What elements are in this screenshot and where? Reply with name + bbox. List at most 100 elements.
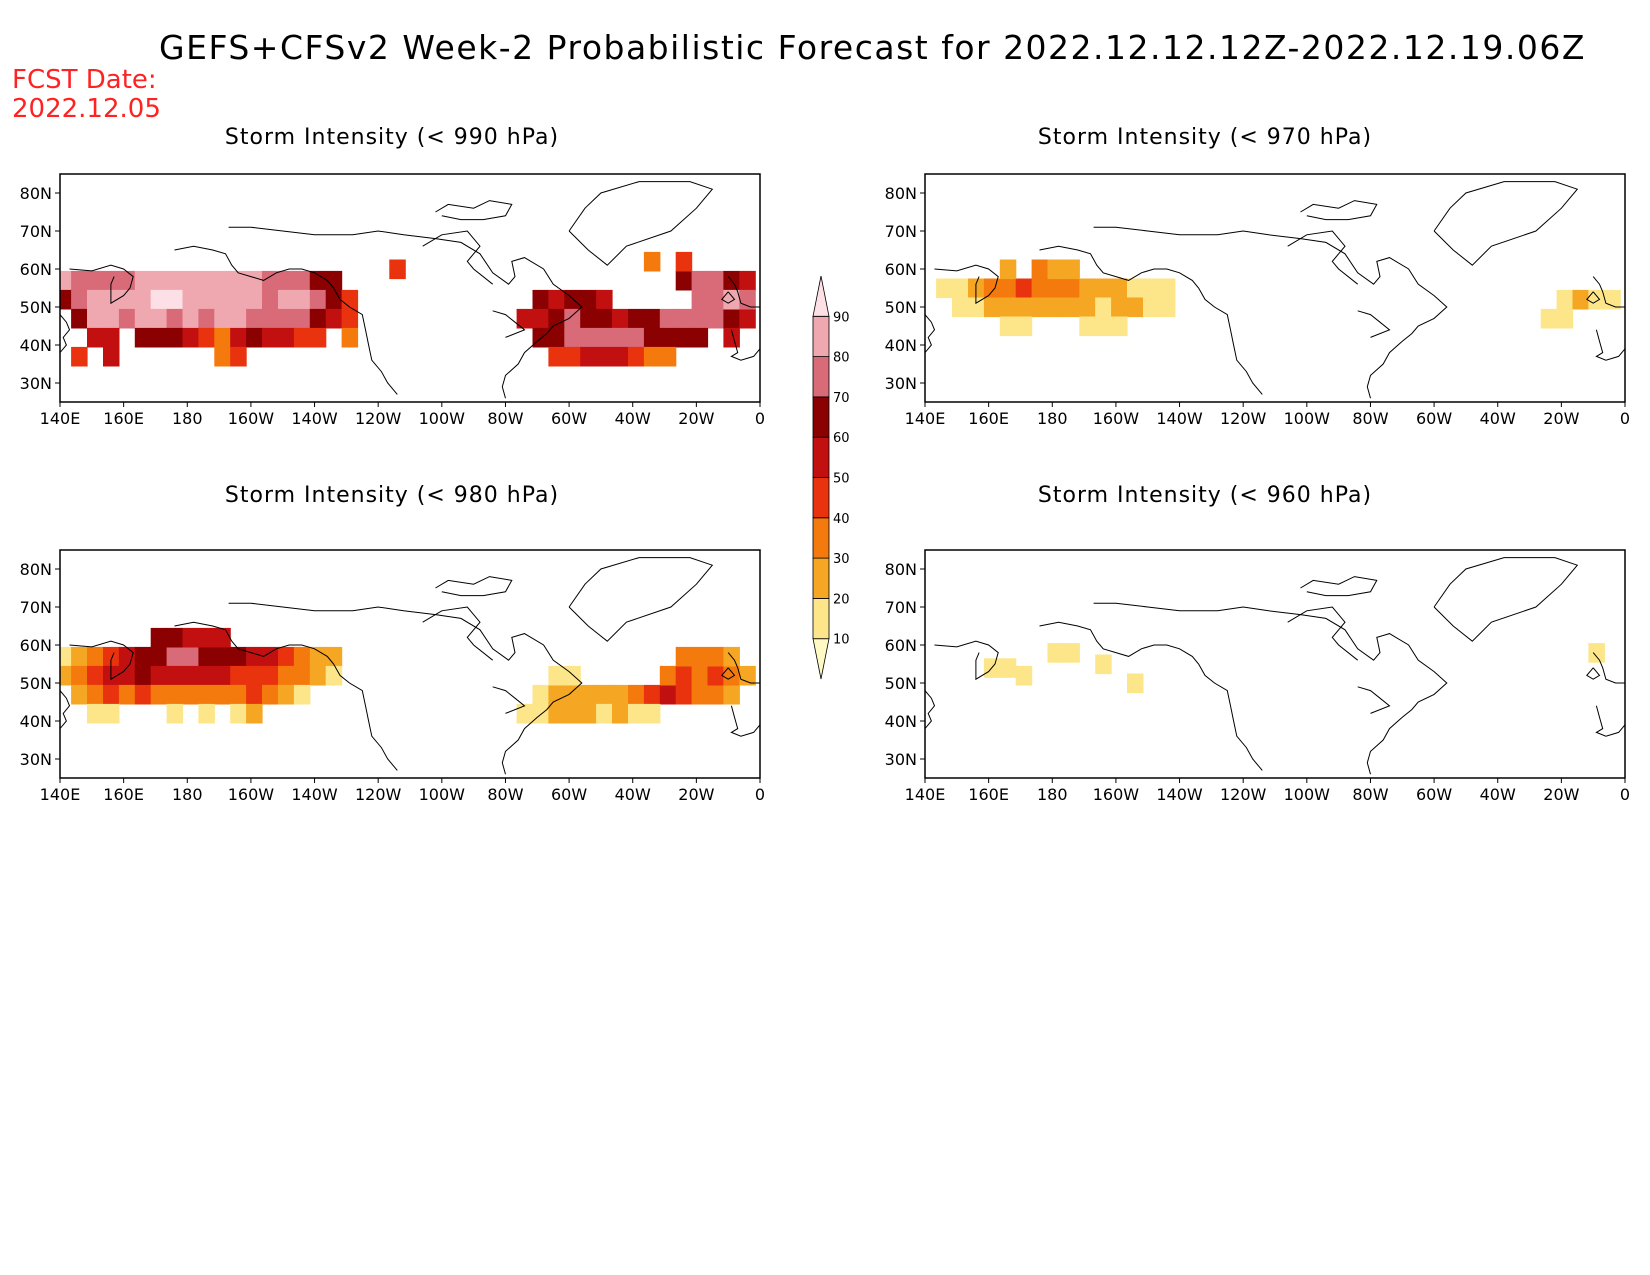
probability-field bbox=[925, 557, 1625, 775]
probability-cell bbox=[659, 665, 677, 686]
probability-cell bbox=[548, 684, 565, 705]
probability-cell bbox=[612, 703, 629, 724]
probability-cell bbox=[628, 327, 645, 348]
probability-field bbox=[60, 181, 760, 399]
coastline bbox=[228, 226, 583, 399]
probability-cell bbox=[1095, 278, 1112, 299]
probability-cell bbox=[278, 665, 295, 686]
probability-cell bbox=[166, 270, 184, 291]
probability-cell bbox=[278, 270, 295, 291]
probability-cell bbox=[293, 327, 311, 348]
probability-cell bbox=[278, 646, 295, 667]
probability-cell bbox=[1588, 289, 1605, 310]
probability-cell bbox=[71, 665, 88, 686]
coastline bbox=[727, 276, 760, 308]
lon-label: 0 bbox=[1620, 409, 1630, 428]
probability-cell bbox=[659, 684, 677, 705]
probability-cell bbox=[293, 270, 311, 291]
probability-cell bbox=[516, 703, 534, 724]
colorbar-swatch bbox=[812, 315, 830, 357]
coastline bbox=[422, 606, 494, 661]
probability-cell bbox=[309, 665, 327, 686]
probability-cell bbox=[1047, 259, 1064, 280]
probability-cell bbox=[182, 327, 199, 348]
probability-cell bbox=[1031, 278, 1049, 299]
probability-cell bbox=[214, 665, 231, 686]
coastline bbox=[721, 291, 736, 304]
probability-cell bbox=[723, 665, 740, 686]
probability-cell bbox=[182, 627, 199, 648]
lon-label: 120W bbox=[355, 785, 402, 804]
probability-cell bbox=[564, 289, 581, 310]
probability-cell bbox=[1063, 297, 1080, 318]
probability-cell bbox=[182, 646, 199, 667]
lon-label: 120W bbox=[355, 409, 402, 428]
probability-cell bbox=[564, 346, 581, 367]
probability-cell bbox=[936, 278, 953, 299]
lon-label: 180 bbox=[172, 409, 203, 428]
lon-label: 160E bbox=[968, 409, 1009, 428]
probability-cell bbox=[293, 308, 311, 329]
panel-title-960: Storm Intensity (< 960 hPa) bbox=[1037, 483, 1373, 508]
lon-label: 100W bbox=[419, 409, 466, 428]
probability-cell bbox=[230, 646, 247, 667]
map-frame bbox=[924, 173, 1626, 403]
probability-cell bbox=[262, 665, 279, 686]
lon-label: 140W bbox=[291, 409, 338, 428]
coastline bbox=[1287, 606, 1359, 661]
probability-cell bbox=[612, 684, 629, 705]
probability-cell bbox=[532, 703, 549, 724]
probability-cell bbox=[134, 665, 152, 686]
lat-label: 30N bbox=[20, 750, 52, 769]
probability-cell bbox=[628, 684, 645, 705]
probability-cell bbox=[293, 646, 311, 667]
probability-cell bbox=[118, 684, 136, 705]
coastline bbox=[1300, 200, 1378, 221]
probability-cell bbox=[675, 308, 693, 329]
probability-cell bbox=[548, 327, 565, 348]
probability-cell bbox=[103, 327, 120, 348]
lon-label: 60W bbox=[551, 409, 587, 428]
probability-cell bbox=[659, 308, 677, 329]
coastline bbox=[1093, 226, 1448, 399]
probability-cell bbox=[166, 665, 184, 686]
probability-cell bbox=[325, 665, 343, 686]
probability-cell bbox=[580, 327, 597, 348]
probability-cell bbox=[230, 308, 247, 329]
coastline bbox=[492, 686, 526, 714]
probability-cell bbox=[691, 289, 709, 310]
probability-cell bbox=[643, 346, 661, 367]
lon-label: 40W bbox=[615, 785, 651, 804]
lon-label: 160W bbox=[1093, 409, 1140, 428]
probability-cell bbox=[675, 665, 693, 686]
lon-label: 60W bbox=[1416, 409, 1452, 428]
lat-label: 60N bbox=[20, 636, 52, 655]
probability-cell bbox=[325, 289, 343, 310]
probability-cell bbox=[983, 278, 1001, 299]
probability-cell bbox=[968, 297, 985, 318]
coastline bbox=[925, 314, 936, 353]
probability-cell bbox=[564, 665, 581, 686]
lat-label: 70N bbox=[20, 598, 52, 617]
probability-cell bbox=[389, 259, 406, 280]
lat-label: 40N bbox=[20, 712, 52, 731]
coastline bbox=[435, 200, 513, 221]
probability-cell bbox=[198, 684, 215, 705]
probability-cell bbox=[596, 289, 613, 310]
probability-cell bbox=[596, 684, 613, 705]
coastline bbox=[174, 621, 398, 771]
lat-label: 80N bbox=[20, 560, 52, 579]
probability-cell bbox=[103, 646, 120, 667]
lat-label: 70N bbox=[885, 598, 917, 617]
coastline bbox=[1433, 181, 1579, 266]
colorbar-swatch bbox=[812, 557, 830, 599]
probability-cell bbox=[659, 327, 677, 348]
probability-cell bbox=[1079, 316, 1096, 337]
coastline bbox=[60, 690, 71, 729]
probability-cell bbox=[134, 308, 152, 329]
probability-cell bbox=[118, 289, 136, 310]
probability-cell bbox=[628, 703, 645, 724]
probability-cell bbox=[166, 703, 184, 724]
probability-cell bbox=[134, 646, 152, 667]
